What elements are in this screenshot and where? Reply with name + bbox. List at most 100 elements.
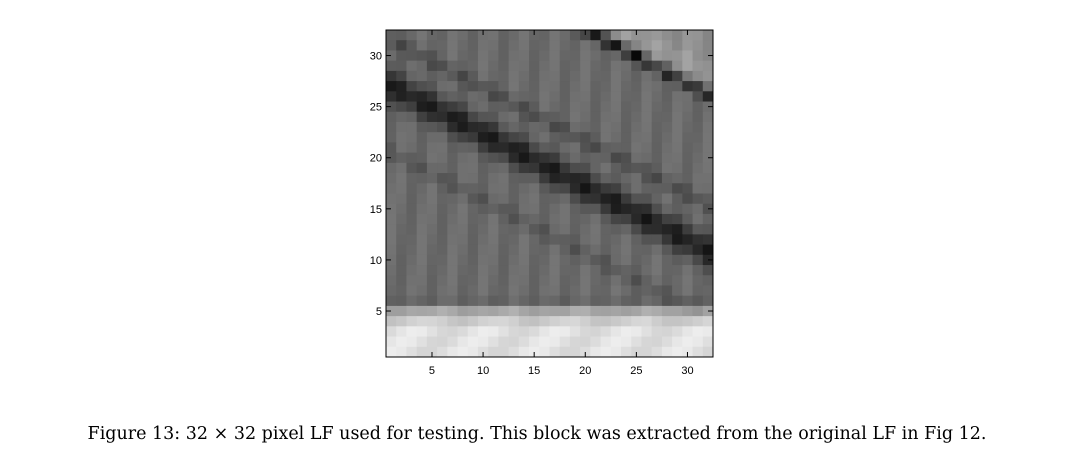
heatmap-cell — [457, 193, 469, 205]
heatmap-cell — [549, 316, 561, 327]
heatmap-cell — [529, 316, 540, 327]
heatmap-cell — [569, 162, 581, 174]
heatmap-cell — [539, 265, 551, 276]
heatmap-cell — [661, 285, 673, 297]
heatmap-cell — [621, 81, 632, 92]
heatmap-cell — [610, 50, 622, 62]
heatmap-cell — [447, 213, 459, 225]
heatmap-cell — [672, 111, 683, 123]
heatmap-cell — [590, 30, 602, 41]
heatmap-cell — [406, 183, 418, 195]
heatmap-cell — [416, 254, 428, 266]
y-tick-label: 10 — [370, 255, 382, 267]
heatmap-cell — [508, 244, 520, 256]
heatmap-cell — [549, 111, 561, 123]
heatmap-cell — [488, 336, 500, 348]
heatmap-cell — [580, 81, 591, 92]
heatmap-cell — [396, 203, 408, 215]
heatmap-cell — [529, 152, 540, 164]
heatmap-cell — [406, 101, 418, 113]
heatmap-cell — [539, 173, 551, 184]
heatmap-cell — [518, 326, 530, 338]
heatmap-cell — [477, 173, 489, 184]
heatmap-cell — [457, 275, 469, 287]
heatmap-cell — [672, 60, 683, 72]
heatmap-cell — [580, 30, 591, 41]
heatmap-cell — [692, 316, 704, 327]
heatmap-cell — [580, 265, 591, 276]
heatmap-cell — [661, 224, 673, 235]
heatmap-cell — [682, 203, 694, 215]
heatmap-cell — [386, 40, 397, 52]
heatmap-cell — [661, 152, 673, 164]
heatmap-cell — [477, 152, 489, 164]
heatmap-cell — [416, 81, 428, 92]
heatmap-cell — [641, 152, 653, 164]
heatmap-cell — [661, 50, 673, 62]
heatmap-cell — [580, 183, 591, 195]
heatmap-cell — [569, 326, 581, 338]
heatmap-cell — [406, 203, 418, 215]
heatmap-cell — [661, 101, 673, 113]
heatmap-cell — [549, 91, 561, 103]
heatmap-cell — [447, 265, 459, 276]
heatmap-cell — [457, 316, 469, 327]
heatmap-cell — [641, 234, 653, 246]
heatmap-cell — [682, 111, 694, 123]
heatmap-cell — [416, 346, 428, 357]
heatmap-cell — [672, 326, 683, 338]
heatmap-cell — [672, 40, 683, 52]
heatmap-cell — [467, 336, 479, 348]
heatmap-cell — [641, 111, 653, 123]
heatmap-cell — [702, 244, 713, 256]
heatmap-cell — [569, 60, 581, 72]
heatmap-cell — [692, 152, 704, 164]
heatmap-cell — [651, 132, 663, 144]
heatmap-cell — [559, 224, 571, 235]
heatmap-cell — [569, 213, 581, 225]
heatmap-cell — [508, 295, 520, 307]
heatmap-cell — [610, 40, 622, 52]
heatmap-cell — [672, 30, 683, 41]
heatmap-cell — [518, 152, 530, 164]
heatmap-cell — [651, 254, 663, 266]
heatmap-cell — [457, 60, 469, 72]
heatmap-cell — [386, 326, 397, 338]
heatmap-cell — [661, 336, 673, 348]
heatmap-cell — [447, 326, 459, 338]
heatmap-cell — [447, 162, 459, 174]
heatmap-cell — [600, 336, 612, 348]
heatmap-cell — [518, 336, 530, 348]
heatmap-cell — [518, 265, 530, 276]
heatmap-cell — [631, 295, 643, 307]
heatmap-cell — [590, 336, 602, 348]
heatmap-cell — [651, 162, 663, 174]
heatmap-cell — [672, 285, 683, 297]
heatmap-cell — [702, 132, 713, 144]
heatmap-cell — [600, 81, 612, 92]
heatmap-cell — [559, 101, 571, 113]
heatmap-cell — [457, 224, 469, 235]
heatmap-cell — [682, 305, 694, 317]
heatmap-cell — [641, 285, 653, 297]
heatmap-cell — [569, 285, 581, 297]
heatmap-cell — [600, 346, 612, 357]
heatmap-cell — [508, 265, 520, 276]
x-tick-label: 30 — [681, 365, 693, 377]
heatmap-cell — [672, 203, 683, 215]
heatmap-cell — [508, 336, 520, 348]
heatmap-cell — [488, 121, 500, 133]
heatmap-cell — [426, 173, 438, 184]
heatmap-cell — [549, 224, 561, 235]
heatmap-cell — [457, 152, 469, 164]
heatmap-cell — [549, 295, 561, 307]
x-tick-label: 20 — [579, 365, 591, 377]
heatmap-cell — [610, 305, 622, 317]
heatmap-cell — [702, 81, 713, 92]
heatmap-cell — [426, 203, 438, 215]
heatmap-cell — [396, 183, 408, 195]
heatmap-cell — [692, 111, 704, 123]
heatmap-cell — [631, 81, 643, 92]
heatmap-cell — [529, 101, 540, 113]
heatmap-cell — [467, 50, 479, 62]
